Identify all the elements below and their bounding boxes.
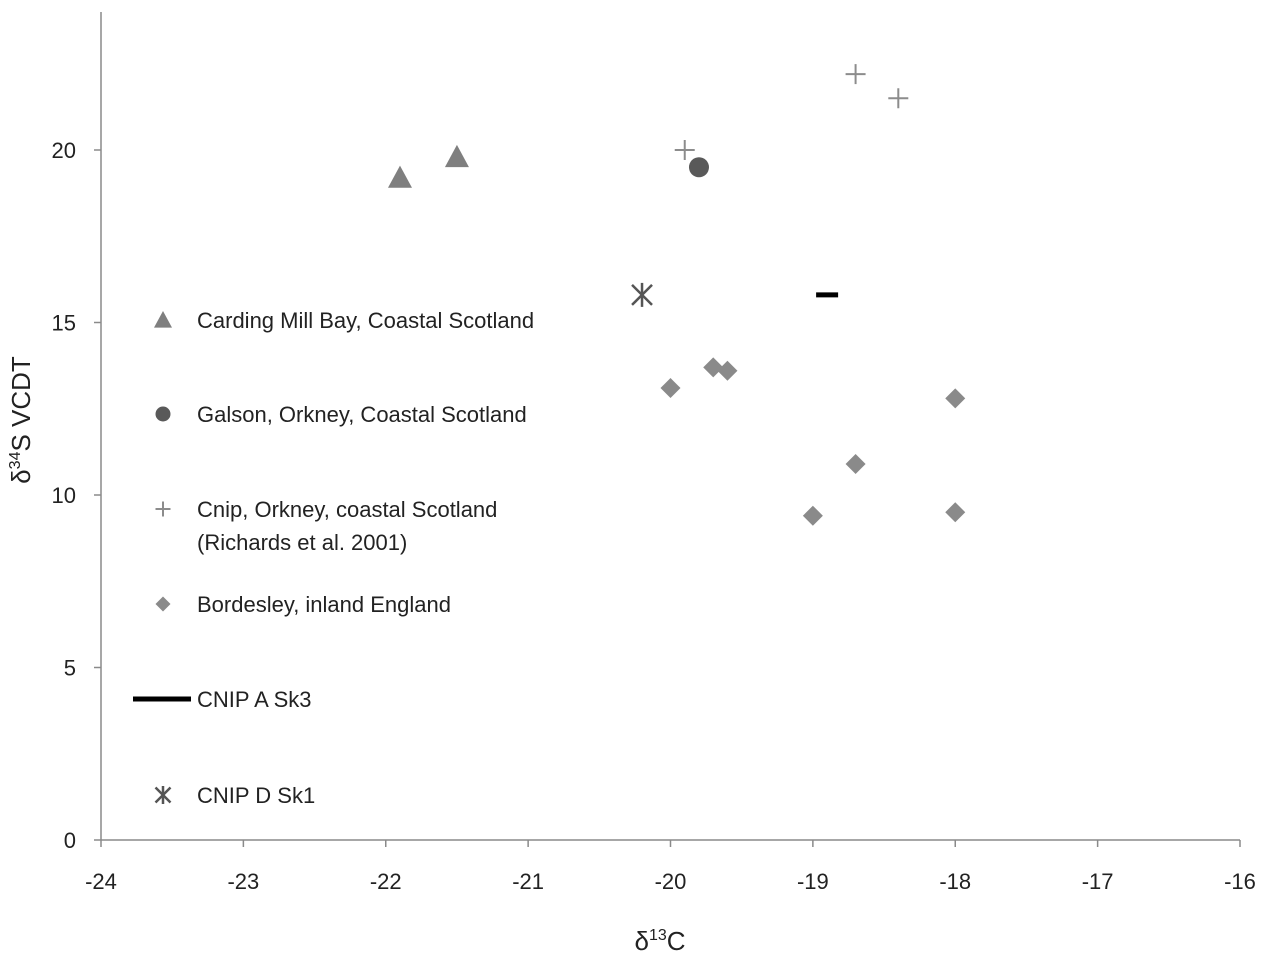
legend-item: CNIP D Sk1 — [154, 783, 315, 808]
legend-item: CNIP A Sk3 — [133, 687, 312, 712]
data-point-triangle — [387, 165, 412, 188]
x-tick-label: -17 — [1082, 869, 1114, 894]
data-points — [387, 64, 966, 526]
legend-item: Carding Mill Bay, Coastal Scotland — [154, 308, 534, 333]
x-tick-label: -19 — [797, 869, 829, 894]
legend-label: Cnip, Orkney, coastal Scotland — [197, 497, 497, 522]
y-tick-label: 5 — [64, 656, 76, 681]
data-point-plus — [674, 140, 695, 160]
legend-label: Bordesley, inland England — [197, 592, 451, 617]
data-point-diamond — [717, 360, 738, 381]
legend-label: CNIP D Sk1 — [197, 783, 315, 808]
data-point-diamond — [660, 378, 681, 399]
x-tick-label: -23 — [227, 869, 259, 894]
legend-label: CNIP A Sk3 — [197, 687, 312, 712]
legend-item: Galson, Orkney, Coastal Scotland — [155, 402, 527, 427]
data-point-diamond — [845, 453, 866, 474]
legend-item: Bordesley, inland England — [155, 592, 451, 617]
x-tick-label: -18 — [939, 869, 971, 894]
axis-titles: δ13C δ34S VCDT — [6, 356, 686, 956]
legend-label: Galson, Orkney, Coastal Scotland — [197, 402, 527, 427]
x-axis-title: δ13C — [634, 926, 685, 954]
y-tick-label: 20 — [52, 138, 76, 163]
y-tick-label: 10 — [52, 483, 76, 508]
legend-marker-plus — [155, 501, 171, 517]
data-point-circle — [688, 157, 709, 178]
y-axis-title: δ34S VCDT — [6, 356, 36, 484]
legend-label-line2: (Richards et al. 2001) — [197, 530, 407, 555]
axes — [94, 12, 1241, 847]
data-point-diamond — [945, 502, 966, 523]
legend: Carding Mill Bay, Coastal Scotland Galson… — [133, 308, 534, 808]
tick-labels: 0 5 10 15 20 -24 -23 -22 -21 -20 -19 -18 -17 -16 — [52, 138, 1256, 894]
data-point-triangle — [444, 144, 469, 168]
y-tick-label: 0 — [64, 828, 76, 853]
x-tick-label: -16 — [1224, 869, 1256, 894]
legend-label: Carding Mill Bay, Coastal Scotland — [197, 308, 534, 333]
data-point-diamond — [802, 505, 823, 526]
data-point-star — [631, 282, 653, 307]
x-tick-label: -20 — [655, 869, 687, 894]
x-tick-label: -22 — [370, 869, 402, 894]
x-tick-label: -24 — [85, 869, 117, 894]
legend-marker-star — [154, 786, 172, 804]
x-tick-label: -21 — [512, 869, 544, 894]
data-point-diamond — [945, 388, 966, 409]
legend-marker-circle — [155, 406, 171, 422]
data-point-plus — [845, 64, 866, 85]
legend-marker-triangle — [154, 311, 172, 328]
legend-marker-diamond — [155, 596, 171, 612]
data-point-diamond — [703, 357, 724, 378]
legend-item: Cnip, Orkney, coastal Scotland (Richards … — [155, 497, 497, 555]
data-point-plus — [888, 88, 909, 109]
y-tick-label: 15 — [52, 311, 76, 336]
